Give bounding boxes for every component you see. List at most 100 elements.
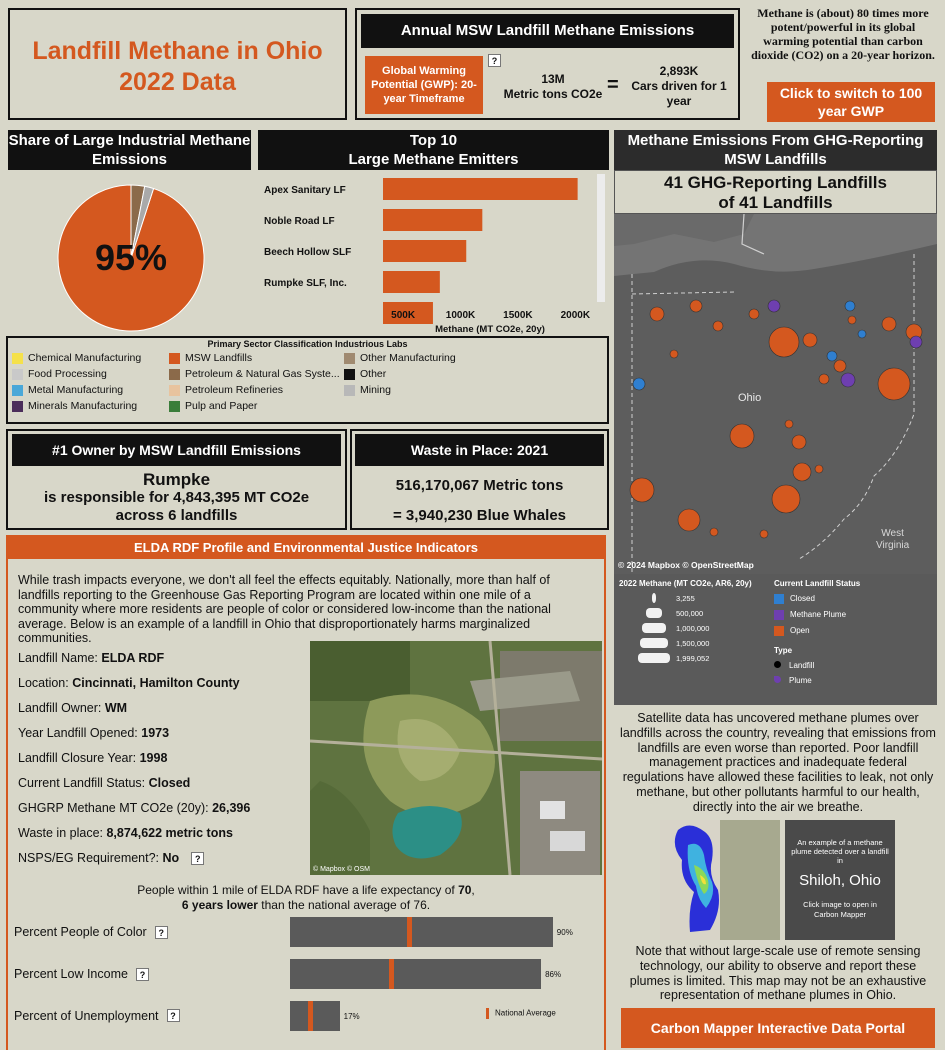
sector-legend-item[interactable]: Mining [344,384,391,396]
sector-legend-item[interactable]: Chemical Manufacturing [12,352,141,364]
ohio-map[interactable]: Ohio West Virginia © 2024 Mapbox © OpenS… [614,214,937,574]
sector-legend-item[interactable]: Minerals Manufacturing [12,400,137,412]
map-subtitle: 41 GHG-Reporting Landfills of 41 Landfil… [614,170,937,214]
landfill-marker[interactable] [909,335,923,349]
size-legend-label: 1,500,000 [676,639,709,648]
nsps-help-icon[interactable]: ? [191,852,205,866]
sector-legend-item[interactable]: Other [344,368,386,380]
map-status-item[interactable]: Closed [774,594,815,604]
elda-row-value: WM [104,701,128,715]
map-size-legend: 3,255 500,000 1,000,000 1,500,000 1,999,052 [638,593,709,663]
sector-legend-item[interactable]: Pulp and Paper [169,400,257,412]
landfill-marker[interactable] [771,484,801,514]
landfill-marker[interactable] [689,299,703,313]
bar-2[interactable] [383,240,467,262]
indicator-bar [290,1001,340,1031]
pie-slice-2[interactable] [130,185,155,259]
sector-legend-title: Primary Sector Classification Industriou… [207,339,408,349]
landfill-marker[interactable] [844,300,856,312]
national-average-marker [307,1001,313,1031]
sector-legend-item[interactable]: Food Processing [12,368,107,380]
size-legend-shape [638,653,670,663]
landfill-marker[interactable] [857,329,867,339]
landfill-marker[interactable] [814,464,824,474]
landfill-marker[interactable] [729,423,755,449]
sector-swatch-icon [344,368,355,380]
indicator-help-icon[interactable]: ? [154,926,168,940]
landfill-marker[interactable] [840,372,856,388]
landfill-marker[interactable] [784,419,794,429]
landfill-marker[interactable] [709,527,719,537]
status-swatch-icon [774,626,784,636]
landfill-marker[interactable] [712,320,724,332]
indicator-value: 86% [545,970,562,979]
landfill-marker[interactable] [818,373,830,385]
elda-satellite-image[interactable]: © Mapbox © OSM [310,641,602,875]
plume-image-graphic[interactable] [660,820,780,940]
indicator-label: Percent People of Color? [14,925,168,940]
sector-legend-label: Petroleum & Natural Gas Syste... [185,368,340,380]
plume-card[interactable]: An example of a methane plume detected o… [785,820,895,940]
map-size-title: 2022 Methane (MT CO2e, AR6, 20y) [619,579,752,588]
cars-number: 2,893K [659,64,699,78]
map-status-title: Current Landfill Status [774,579,861,588]
sector-legend-label: Mining [360,384,391,396]
landfill-marker[interactable] [669,349,679,359]
landfill-marker[interactable] [632,377,646,391]
landfill-marker[interactable] [768,326,800,358]
life-line1: People within 1 mile of ELDA RDF have a … [137,883,459,897]
landfill-marker[interactable] [759,529,769,539]
indicator-help-icon[interactable]: ? [135,968,149,982]
bar-3[interactable] [383,271,440,293]
landfill-marker[interactable] [802,332,818,348]
bar-chart-scrollbar[interactable] [597,174,605,302]
map-wv-label-2: Virginia [876,540,910,551]
plume-card-foot: Click image to open in Carbon Mapper [803,900,877,919]
landfill-marker[interactable] [767,299,781,313]
bar-0[interactable] [383,178,578,200]
top10-header-line1: Top 10 [409,132,458,149]
map-status-item[interactable]: Methane Plume [774,610,846,620]
sector-legend-item[interactable]: MSW Landfills [169,352,252,364]
landfill-marker[interactable] [791,434,807,450]
gwp-help-icon[interactable]: ? [488,54,501,67]
share-pie-chart [57,184,205,332]
landfill-marker[interactable] [881,316,897,332]
sector-legend-item[interactable]: Metal Manufacturing [12,384,123,396]
landfill-marker[interactable] [833,359,847,373]
elda-row-label: Waste in place: [18,826,107,840]
landfill-marker[interactable] [677,508,701,532]
annual-value-unit: Metric tons CO2e [503,87,603,101]
landfill-marker[interactable] [877,367,911,401]
elda-row: Location: Cincinnati, Hamilton County [18,676,240,690]
map-status-label: Closed [790,594,815,604]
switch-gwp-button[interactable]: Click to switch to 100 year GWP [767,82,935,122]
plume-image[interactable] [660,820,780,940]
bar-4[interactable] [383,302,433,324]
x-axis-label: Methane (MT CO2e, 20y) [435,324,545,335]
carbon-mapper-portal-button[interactable]: Carbon Mapper Interactive Data Portal [621,1008,935,1048]
ohio-map-canvas[interactable] [614,214,937,574]
elda-row-label: NSPS/EG Requirement?: [18,851,163,865]
elda-satellite-graphic[interactable] [310,641,602,875]
bar-1[interactable] [383,209,483,231]
landfill-marker[interactable] [748,308,760,320]
landfill-marker[interactable] [629,477,655,503]
map-type-plume-label: Plume [789,676,812,685]
indicator-bar [290,959,542,989]
map-legend: 2022 Methane (MT CO2e, AR6, 20y) 3,255 50… [614,574,937,705]
waste-whales: = 3,940,230 Blue Whales [392,507,566,524]
waste-panel: Waste in Place: 2021 516,170,067 Metric … [350,429,609,530]
landfill-marker[interactable] [649,306,665,322]
elda-row: Landfill Closure Year: 1998 [18,751,167,765]
indicator-help-icon[interactable]: ? [166,1009,180,1022]
landfill-marker[interactable] [826,350,838,362]
sector-legend-item[interactable]: Petroleum & Natural Gas Syste... [169,368,340,380]
sector-legend-item[interactable]: Other Manufacturing [344,352,456,364]
owner-text: Rumpke is responsible for 4,843,395 MT C… [8,471,345,525]
landfill-marker[interactable] [847,315,857,325]
sector-legend-item[interactable]: Petroleum Refineries [169,384,283,396]
landfill-marker[interactable] [792,462,812,482]
map-status-item[interactable]: Open [774,626,810,636]
national-average-marker [389,959,395,989]
